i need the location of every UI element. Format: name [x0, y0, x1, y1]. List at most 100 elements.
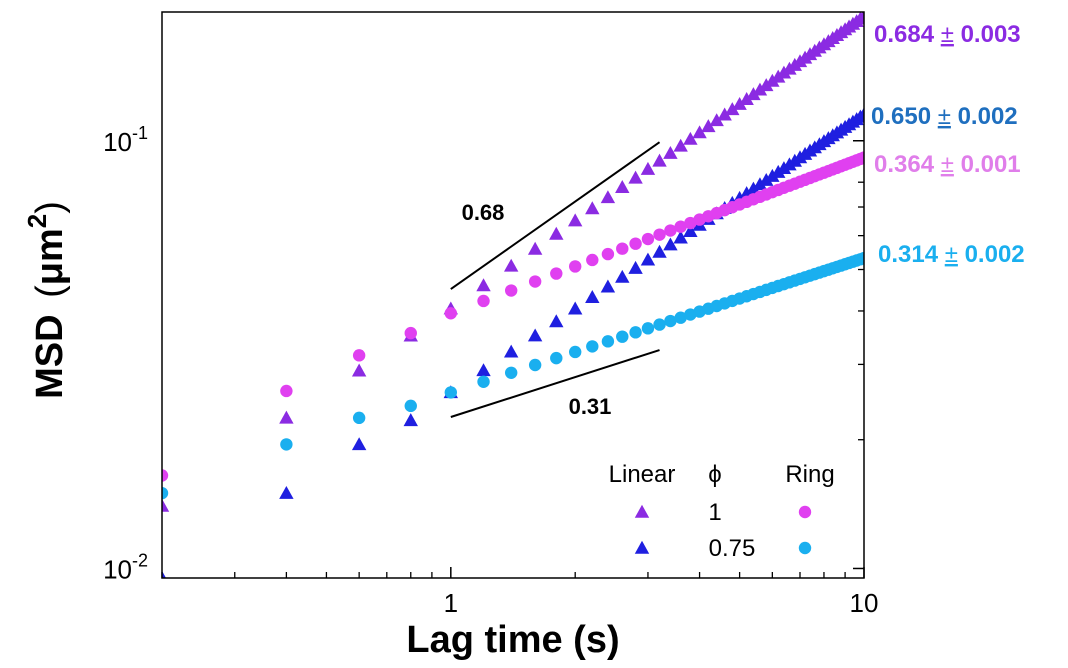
data-point	[550, 351, 563, 365]
data-point	[652, 244, 667, 258]
plot-frame	[161, 11, 865, 579]
data-point	[615, 180, 630, 194]
data-point	[629, 326, 642, 339]
data-point	[746, 181, 761, 195]
exponent-labels: 0.684 ± 0.003 0.650 ± 0.002 0.364 ± 0.001 0…	[871, 21, 1025, 268]
legend: Linear ϕ Ring 10.75	[609, 461, 835, 562]
data-point	[752, 82, 768, 96]
data-point	[628, 170, 643, 184]
data-point	[528, 358, 542, 372]
exponent-label: 0.314 ± 0.002	[878, 241, 1025, 268]
data-point	[476, 363, 491, 377]
data-point	[701, 119, 716, 133]
data-point	[629, 237, 642, 250]
data-point	[739, 91, 754, 105]
data-point	[725, 102, 740, 116]
data-point	[585, 290, 600, 303]
y-axis-title-exponent: 2	[22, 214, 52, 228]
data-point	[568, 345, 582, 359]
legend-ring-marker	[798, 541, 812, 555]
series-linear-0-75	[162, 107, 864, 578]
data-point	[503, 344, 519, 358]
legend-row: 1	[634, 499, 812, 526]
series-ring-0-75	[162, 251, 864, 500]
legend-linear-marker	[634, 540, 650, 554]
data-point	[759, 78, 774, 92]
data-point	[444, 307, 458, 320]
x-tick-label: 1	[444, 588, 458, 618]
data-point	[616, 242, 629, 255]
data-point	[652, 153, 667, 167]
legend-header-phi: ϕ	[708, 461, 721, 488]
data-point	[732, 96, 747, 110]
legend-ring-marker	[798, 505, 812, 519]
data-point	[550, 267, 563, 280]
data-point	[352, 349, 366, 362]
data-point	[615, 269, 630, 283]
legend-row: 0.75	[634, 535, 812, 562]
data-point	[527, 241, 543, 255]
data-point	[162, 498, 170, 512]
data-point	[857, 151, 864, 164]
slope-guide-line	[450, 349, 660, 418]
data-point	[616, 330, 629, 343]
data-point	[279, 410, 294, 424]
y-axis-title-paren-close: )	[29, 201, 71, 214]
data-point	[567, 301, 583, 315]
data-point	[663, 237, 678, 251]
slope-guides: 0.68 0.31	[450, 141, 661, 419]
data-point	[527, 328, 543, 342]
data-point	[503, 258, 519, 272]
data-point	[404, 399, 417, 413]
tick-labels: 1 10 10-2 10-1	[103, 123, 878, 618]
data-point	[601, 247, 615, 261]
legend-linear-marker	[634, 504, 650, 518]
data-point	[759, 172, 774, 186]
data-point	[640, 161, 656, 175]
data-point	[653, 318, 666, 331]
data-point	[568, 260, 582, 273]
data-point	[674, 311, 687, 324]
data-point	[692, 125, 707, 139]
data-point	[504, 366, 518, 379]
y-tick-label: 10-2	[103, 550, 148, 584]
slope-guide-line	[450, 141, 661, 290]
data-point	[663, 145, 678, 159]
data-point	[404, 326, 417, 340]
slope-guide-label: 0.68	[462, 200, 505, 225]
legend-phi-value: 1	[708, 499, 721, 526]
data-point	[709, 113, 724, 127]
data-point	[280, 438, 293, 451]
slope-guide-label: 0.31	[569, 394, 612, 419]
data-point	[586, 253, 599, 267]
data-point	[528, 275, 542, 288]
data-point	[586, 340, 599, 353]
legend-rows: 10.75	[634, 499, 812, 562]
data-point	[567, 213, 583, 227]
data-points	[162, 12, 864, 578]
data-point	[641, 322, 655, 335]
data-point	[641, 232, 655, 246]
data-point	[162, 570, 166, 578]
data-point	[857, 251, 864, 265]
data-point	[640, 252, 656, 266]
data-point	[351, 437, 367, 451]
legend-header-linear: Linear	[609, 461, 676, 488]
data-point	[549, 226, 564, 240]
data-point	[628, 260, 643, 274]
data-point	[352, 411, 366, 425]
series-linear-1	[162, 12, 864, 512]
y-tick-label: 10-1	[103, 123, 148, 157]
data-point	[351, 363, 367, 377]
data-point	[752, 177, 768, 191]
data-point	[600, 190, 616, 204]
data-point	[664, 224, 677, 237]
data-point	[600, 279, 616, 293]
data-point	[683, 224, 698, 237]
y-axis-title: MSD (μm2)	[22, 201, 71, 399]
series-ring-1	[162, 151, 864, 482]
data-point	[856, 12, 864, 22]
y-axis-title-paren-open: (	[29, 285, 71, 298]
data-point	[601, 335, 615, 348]
